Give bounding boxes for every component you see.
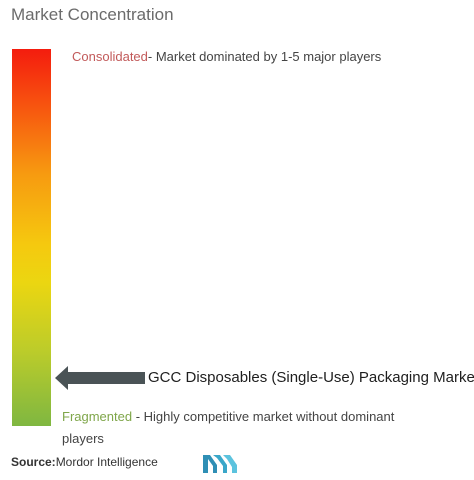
source-label: Source: (11, 455, 56, 469)
consolidated-label: Consolidated- Market dominated by 1-5 ma… (72, 49, 381, 64)
fragmented-keyword: Fragmented (62, 409, 133, 424)
market-name-label: GCC Disposables (Single-Use) Packaging M… (148, 369, 474, 386)
market-position-arrow-icon (55, 366, 145, 390)
fragmented-label: Fragmented - Highly competitive market w… (62, 406, 422, 450)
chart-title: Market Concentration (11, 5, 174, 24)
source-value: Mordor Intelligence (55, 455, 158, 469)
concentration-gradient-bar (12, 49, 51, 426)
fragmented-description: - Highly competitive market without domi… (62, 409, 395, 446)
source-line: Source:Mordor Intelligence (11, 455, 158, 469)
mordor-intelligence-logo-icon (203, 455, 237, 473)
consolidated-keyword: Consolidated (72, 49, 148, 64)
consolidated-description: - Market dominated by 1-5 major players (147, 49, 382, 64)
